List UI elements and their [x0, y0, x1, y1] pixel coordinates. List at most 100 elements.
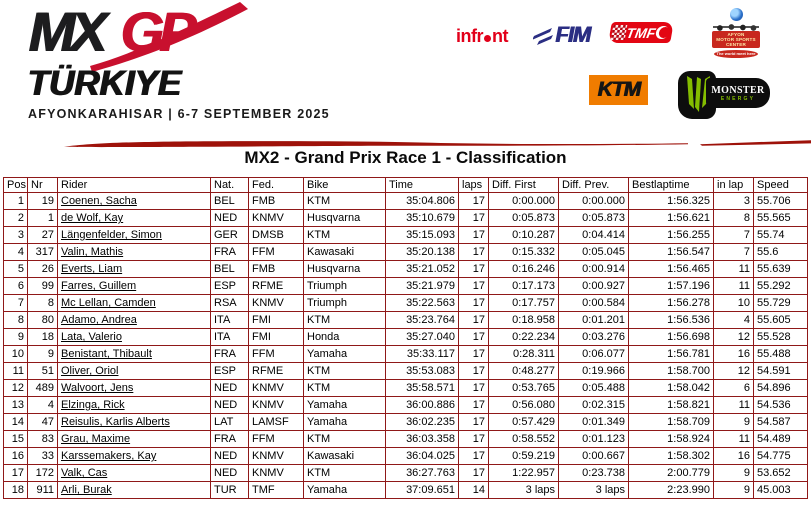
- cell-bestlaptime: 1:56.278: [628, 294, 714, 312]
- cell-speed: 54.896: [753, 379, 808, 397]
- cell-bestlaptime: 1:58.709: [628, 413, 714, 431]
- col-header-rider: Rider: [57, 177, 211, 193]
- cell-time: 36:00.886: [385, 396, 459, 414]
- afyon-tagline: The world meet here: [714, 49, 758, 58]
- rider-link[interactable]: Längenfelder, Simon: [61, 229, 162, 241]
- rider-link[interactable]: Karssemakers, Kay: [61, 450, 157, 462]
- rider-link[interactable]: Walvoort, Jens: [61, 382, 134, 394]
- rider-link[interactable]: Elzinga, Rick: [61, 399, 125, 411]
- cell-fed: DMSB: [248, 226, 304, 244]
- rider-link[interactable]: Farres, Guillem: [61, 280, 137, 292]
- results-table: Pos Nr Rider Nat. Fed. Bike Time laps Diff. Firs…: [3, 177, 808, 499]
- cell-bestlaptime: 2:00.779: [628, 464, 714, 482]
- col-header-bike: Bike: [303, 177, 386, 193]
- cell-bike: Kawasaki: [303, 243, 386, 261]
- monster-energy-logo: MONSTER ENERGY: [678, 71, 770, 119]
- cell-diff-first: 0:57.429: [488, 413, 559, 431]
- cell-laps: 17: [458, 328, 489, 346]
- cell-laps: 17: [458, 243, 489, 261]
- afyon-motor-sports-logo: AFYON MOTOR SPORTS CENTER The world meet…: [712, 8, 760, 62]
- cell-in-lap: 3: [713, 192, 754, 210]
- cell-nr: 26: [27, 260, 58, 278]
- afyon-banner-line3: CENTER: [725, 42, 747, 48]
- col-header-speed: Speed: [753, 177, 808, 193]
- cell-diff-first: 0:56.080: [488, 396, 559, 414]
- cell-speed: 54.489: [753, 430, 808, 448]
- cell-bike: KTM: [303, 311, 386, 329]
- cell-laps: 17: [458, 430, 489, 448]
- col-header-nat: Nat.: [210, 177, 249, 193]
- rider-link[interactable]: Grau, Maxime: [61, 433, 131, 445]
- rider-link[interactable]: Mc Lellan, Camden: [61, 297, 156, 309]
- cell-diff-prev: 0:02.315: [558, 396, 629, 414]
- cell-speed: 55.528: [753, 328, 808, 346]
- cell-rider: Elzinga, Rick: [57, 396, 211, 414]
- monster-energy-text: ENERGY: [720, 95, 756, 102]
- cell-diff-prev: 0:04.414: [558, 226, 629, 244]
- rider-link[interactable]: Benistant, Thibault: [61, 348, 152, 360]
- rider-link[interactable]: Adamo, Andrea: [61, 314, 137, 326]
- cell-rider: Oliver, Oriol: [57, 362, 211, 380]
- cell-nr: 83: [27, 430, 58, 448]
- cell-in-lap: 12: [713, 328, 754, 346]
- rider-link[interactable]: Oliver, Oriol: [61, 365, 119, 377]
- rider-link[interactable]: Valk, Cas: [61, 467, 108, 479]
- col-header-diff-first: Diff. First: [488, 177, 559, 193]
- cell-diff-prev: 0:00.667: [558, 447, 629, 465]
- cell-time: 35:10.679: [385, 209, 459, 227]
- cell-nr: 80: [27, 311, 58, 329]
- cell-diff-first: 0:05.873: [488, 209, 559, 227]
- cell-laps: 17: [458, 226, 489, 244]
- table-row: 12 489 Walvoort, Jens NED KNMV KTM 35:58.571 17…: [3, 379, 808, 397]
- cell-speed: 55.605: [753, 311, 808, 329]
- cell-diff-prev: 0:05.488: [558, 379, 629, 397]
- cell-fed: FFM: [248, 430, 304, 448]
- cell-bike: KTM: [303, 430, 386, 448]
- cell-rider: Valk, Cas: [57, 464, 211, 482]
- red-brush-divider: [64, 140, 811, 148]
- cell-bestlaptime: 1:58.924: [628, 430, 714, 448]
- cell-diff-prev: 0:03.276: [558, 328, 629, 346]
- cell-nr: 317: [27, 243, 58, 261]
- rider-link[interactable]: Coenen, Sacha: [61, 195, 137, 207]
- cell-nr: 47: [27, 413, 58, 431]
- cell-in-lap: 6: [713, 379, 754, 397]
- monster-text: MONSTER: [711, 84, 765, 96]
- cell-laps: 17: [458, 413, 489, 431]
- cell-bike: Kawasaki: [303, 447, 386, 465]
- cell-bike: KTM: [303, 362, 386, 380]
- cell-pos: 11: [3, 362, 28, 380]
- cell-nr: 911: [27, 481, 58, 499]
- cell-in-lap: 12: [713, 362, 754, 380]
- rider-link[interactable]: Everts, Liam: [61, 263, 123, 275]
- ktm-logo: KTM: [589, 75, 648, 105]
- table-row: 15 83 Grau, Maxime FRA FFM KTM 36:03.358 17 0:58…: [3, 430, 808, 448]
- rider-link[interactable]: Reisulis, Karlis Alberts: [61, 416, 170, 428]
- rider-link[interactable]: Lata, Valerio: [61, 331, 122, 343]
- cell-bike: Yamaha: [303, 345, 386, 363]
- cell-in-lap: 10: [713, 294, 754, 312]
- cell-bestlaptime: 1:56.547: [628, 243, 714, 261]
- table-row: 10 9 Benistant, Thibault FRA FFM Yamaha 35:33.…: [3, 345, 808, 363]
- rider-link[interactable]: de Wolf, Kay: [61, 212, 124, 224]
- cell-bike: KTM: [303, 226, 386, 244]
- cell-speed: 55.74: [753, 226, 808, 244]
- cell-nat: LAT: [210, 413, 249, 431]
- cell-bestlaptime: 1:58.700: [628, 362, 714, 380]
- cell-bike: KTM: [303, 379, 386, 397]
- cell-bestlaptime: 1:56.325: [628, 192, 714, 210]
- cell-diff-prev: 0:05.045: [558, 243, 629, 261]
- cell-pos: 8: [3, 311, 28, 329]
- cell-laps: 14: [458, 481, 489, 499]
- table-row: 4 317 Valin, Mathis FRA FFM Kawasaki 35:20.138…: [3, 243, 808, 261]
- cell-rider: de Wolf, Kay: [57, 209, 211, 227]
- cell-bestlaptime: 1:56.621: [628, 209, 714, 227]
- rider-link[interactable]: Valin, Mathis: [61, 246, 124, 258]
- cell-speed: 45.003: [753, 481, 808, 499]
- rider-link[interactable]: Arli, Burak: [61, 484, 112, 496]
- cell-diff-prev: 0:00.000: [558, 192, 629, 210]
- cell-nat: NED: [210, 379, 249, 397]
- cell-rider: Farres, Guillem: [57, 277, 211, 295]
- cell-bestlaptime: 1:56.698: [628, 328, 714, 346]
- cell-speed: 54.591: [753, 362, 808, 380]
